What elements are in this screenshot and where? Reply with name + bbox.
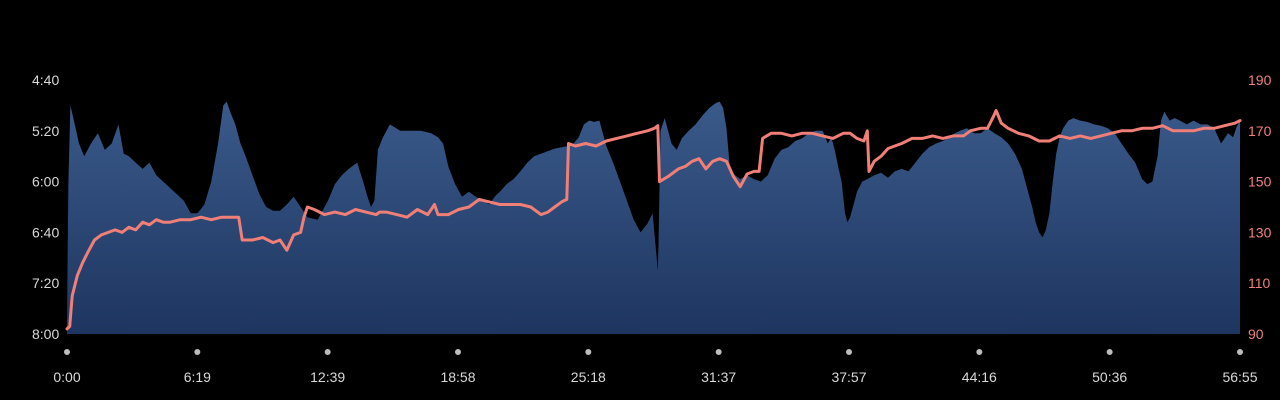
x-tick-label: 50:36 bbox=[1092, 369, 1127, 385]
x-tick-dot bbox=[846, 349, 852, 355]
x-tick-dot bbox=[455, 349, 461, 355]
left-tick-label: 4:40 bbox=[32, 72, 59, 88]
right-tick-label: 190 bbox=[1248, 72, 1272, 88]
x-axis: 0:00 6:19 12:39 18:58 25:18 31:37 37:57 44:16 50… bbox=[53, 349, 1258, 385]
x-tick-label: 44:16 bbox=[962, 369, 997, 385]
x-tick-dot bbox=[194, 349, 201, 355]
x-tick-label: 18:58 bbox=[440, 369, 475, 385]
right-tick-label: 170 bbox=[1248, 123, 1272, 139]
x-tick-dot bbox=[324, 349, 331, 355]
x-tick-dot bbox=[715, 349, 722, 355]
x-tick-dot bbox=[1106, 349, 1113, 355]
right-tick-label: 110 bbox=[1248, 275, 1271, 291]
x-tick-label: 25:18 bbox=[571, 369, 606, 385]
right-tick-label: 90 bbox=[1248, 326, 1264, 342]
right-tick-label: 130 bbox=[1248, 224, 1272, 240]
right-tick-label: 150 bbox=[1248, 174, 1272, 190]
pace-area bbox=[67, 101, 1240, 334]
x-tick-label: 6:19 bbox=[184, 369, 211, 385]
left-tick-label: 6:40 bbox=[32, 224, 59, 240]
x-tick-dot bbox=[1237, 349, 1243, 355]
x-tick-label: 37:57 bbox=[831, 369, 866, 385]
x-tick-dot bbox=[976, 349, 983, 355]
x-tick-label: 0:00 bbox=[53, 369, 80, 385]
x-tick-label: 31:37 bbox=[701, 369, 736, 385]
x-tick-dot bbox=[585, 349, 592, 355]
left-tick-label: 5:20 bbox=[32, 123, 59, 139]
x-tick-dot bbox=[64, 349, 70, 355]
right-axis: 190 170 150 130 110 90 bbox=[1248, 72, 1272, 342]
x-tick-label: 56:55 bbox=[1222, 369, 1257, 385]
left-tick-label: 8:00 bbox=[32, 326, 59, 342]
plot-area bbox=[65, 101, 1242, 334]
left-axis: 4:40 5:20 6:00 6:40 7:20 8:00 bbox=[32, 72, 59, 342]
left-tick-label: 7:20 bbox=[32, 275, 59, 291]
x-tick-label: 12:39 bbox=[310, 369, 345, 385]
left-tick-label: 6:00 bbox=[32, 174, 59, 190]
heart-rate-line bbox=[65, 109, 1242, 331]
